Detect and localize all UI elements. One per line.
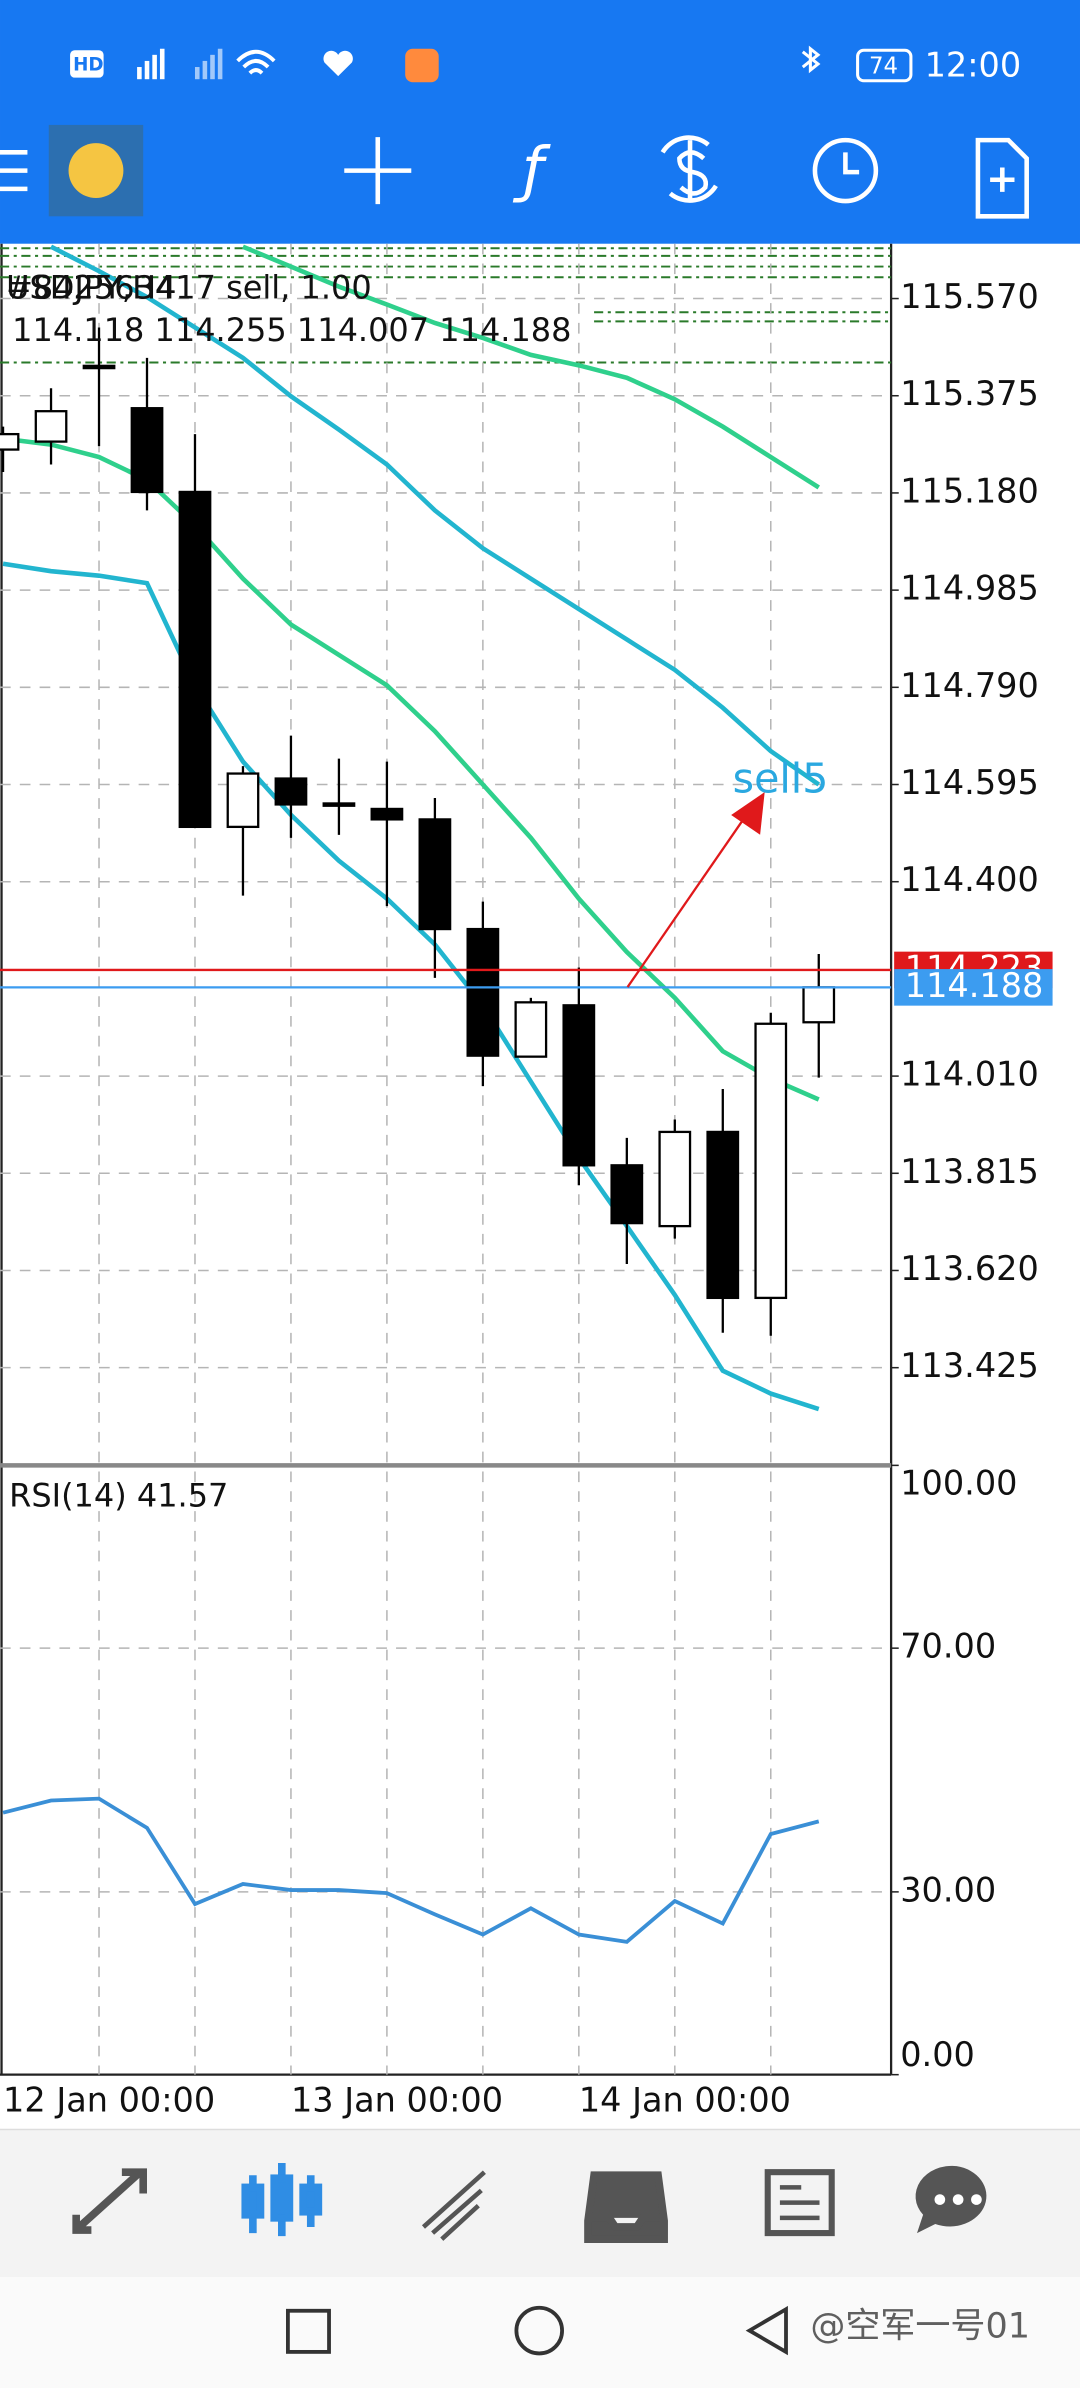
home-button[interactable]: [514, 2305, 564, 2356]
system-nav: [0, 2277, 1080, 2388]
y-tick-label: 114.790: [900, 666, 1039, 705]
symbol-label: USDJPY,H4: [6, 268, 176, 306]
order-levels: [0, 247, 892, 364]
hd-icon: [70, 50, 104, 78]
y-tick-label: 114.010: [900, 1055, 1039, 1094]
symbols-button[interactable]: [660, 135, 718, 203]
annotation-text: sell5: [733, 754, 829, 802]
candle-body: [610, 1164, 644, 1225]
candle-body: [706, 1130, 740, 1300]
candle-body: [802, 986, 836, 1024]
status-bar: HD 74 12:00: [70, 46, 1021, 85]
history-tab[interactable]: [584, 2171, 668, 2243]
news-tab[interactable]: [764, 2169, 835, 2237]
chart-layer: 115.570 115.375 115.180 114.985 114.790 114.5…: [0, 243, 1053, 2120]
y-tick-label: 113.620: [900, 1249, 1039, 1288]
candle-body: [178, 490, 212, 829]
clock: 12:00: [925, 46, 1022, 85]
indicator-line: [2, 436, 820, 1102]
annotation-arrowhead: [731, 792, 765, 835]
y-tick-label: 0.00: [900, 2035, 975, 2074]
candle-body: [370, 807, 404, 821]
candle-body: [466, 927, 500, 1057]
y-tick-label: 115.570: [900, 277, 1039, 316]
x-tick-label: 14 Jan 00:00: [579, 2081, 791, 2120]
indicator-line: [242, 244, 820, 490]
battery-icon: [856, 48, 913, 83]
candle-body: [514, 1001, 548, 1058]
nav-icons: [72, 2163, 987, 2243]
timeframe-button[interactable]: [812, 137, 879, 204]
candle-body: [130, 407, 164, 494]
chart-labels: #842563417 sell, 1.00 USDJPY,H4 114.118 …: [6, 268, 828, 1514]
app-header: [0, 0, 1080, 244]
y-tick-label: 115.180: [900, 471, 1039, 510]
new-order-button[interactable]: [975, 137, 1029, 219]
y-tick-label: 113.815: [900, 1152, 1039, 1191]
candle-body: [418, 818, 452, 931]
indicator-line: [50, 244, 821, 787]
x-tick-label: 13 Jan 00:00: [291, 2081, 503, 2120]
back-button[interactable]: [745, 2305, 788, 2356]
y-tick-label: 113.425: [900, 1346, 1039, 1385]
candle-body: [226, 772, 260, 829]
candle-body: [34, 410, 68, 443]
battery-level: 74: [869, 54, 898, 80]
signal-icons: [137, 48, 439, 83]
bottom-nav: [0, 2129, 1080, 2278]
x-tick-label: 12 Jan 00:00: [3, 2081, 215, 2120]
crosshair-button[interactable]: [344, 137, 412, 205]
order-label: #842563417 sell, 1.00: [6, 268, 372, 306]
candle-body: [754, 1022, 788, 1300]
bluetooth-icon: [801, 45, 821, 74]
watermark: @空军一号01: [810, 2306, 1030, 2347]
rsi-title: RSI(14) 41.57: [9, 1476, 228, 1514]
recents-button[interactable]: [285, 2308, 331, 2354]
ohlc-label: 114.118 114.255 114.007 114.188: [12, 311, 571, 349]
chart-tab[interactable]: [241, 2163, 323, 2237]
candle-body: [562, 1004, 596, 1167]
candle-body: [82, 364, 116, 370]
y-tick-label: 30.00: [900, 1870, 996, 1909]
candle-body: [322, 802, 356, 807]
candles: [0, 327, 836, 1336]
price-chart: [0, 243, 893, 2076]
y-tick-label: 114.400: [900, 860, 1039, 899]
indicator-lines: [2, 244, 821, 1412]
chat-tab[interactable]: [915, 2165, 987, 2234]
rsi-line: [2, 1796, 820, 1944]
y-tick-label: 100.00: [900, 1464, 1017, 1503]
rsi-layer: [2, 1796, 820, 1944]
network-label: HD: [73, 54, 103, 75]
candle-body: [274, 777, 308, 806]
annotation-arrow: [626, 814, 748, 988]
candle-body: [658, 1130, 692, 1228]
candle-body: [0, 432, 20, 451]
y-tick-label: 114.985: [900, 569, 1039, 608]
price-tag-label: 114.188: [905, 966, 1044, 1005]
indicator-line: [2, 561, 820, 1412]
y-tick-label: 70.00: [900, 1627, 996, 1666]
y-tick-label: 115.375: [900, 374, 1039, 413]
quotes-tab[interactable]: [72, 2168, 148, 2234]
menu-button[interactable]: [0, 150, 28, 192]
y-tick-label: 114.595: [900, 763, 1039, 802]
price-tag: [894, 969, 1053, 1006]
trade-tab[interactable]: [421, 2170, 486, 2241]
